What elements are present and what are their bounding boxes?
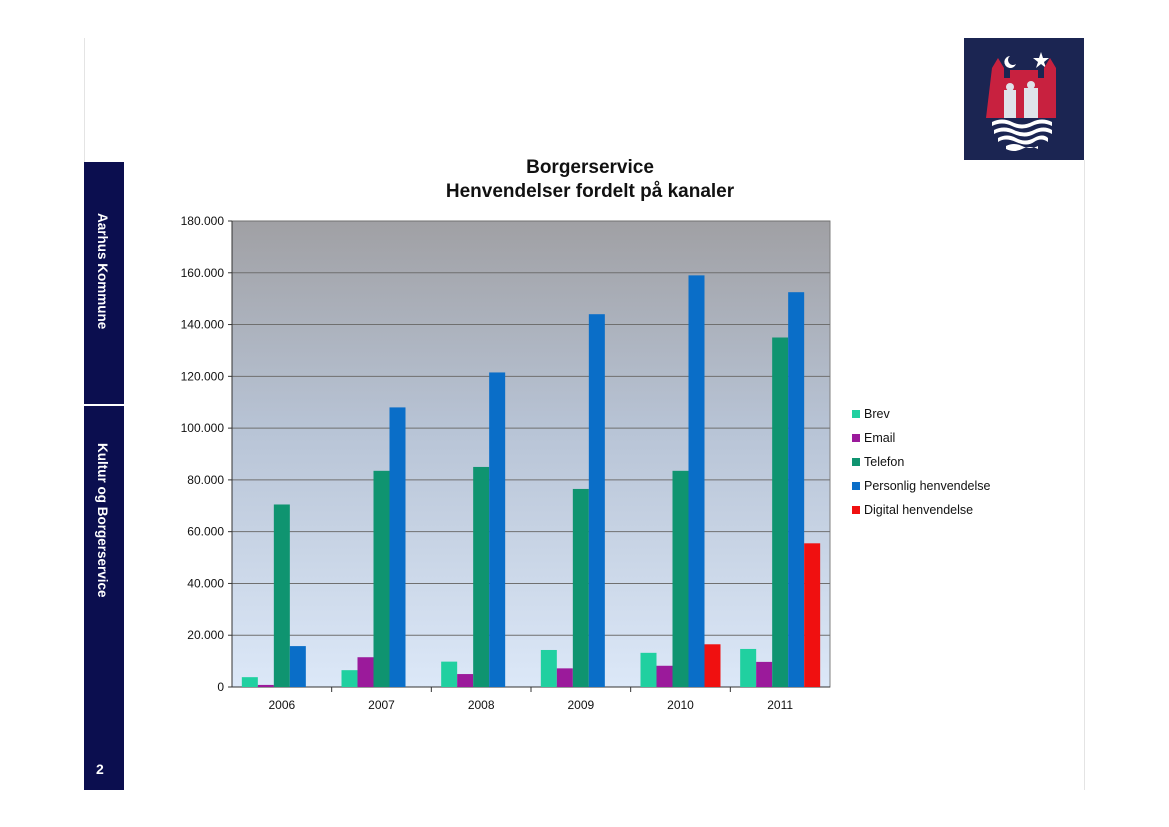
bar [588, 314, 605, 687]
bar [804, 543, 821, 687]
bar [556, 668, 573, 687]
bar [357, 657, 374, 687]
sidebar-org-label: Aarhus Kommune [95, 213, 110, 330]
bar [389, 407, 406, 687]
bar [740, 648, 757, 687]
legend-label: Personlig henvendelse [864, 479, 991, 493]
chart-title: Borgerservice [526, 157, 654, 178]
page-guide-line-right [1084, 160, 1085, 790]
bar [756, 661, 773, 687]
y-tick-label: 0 [217, 680, 224, 694]
bar [441, 661, 458, 687]
y-tick-label: 20.000 [187, 628, 224, 642]
legend-label: Telefon [864, 455, 904, 469]
bar [257, 684, 274, 687]
coat-of-arms-icon [964, 38, 1084, 160]
legend-swatch [852, 482, 860, 490]
legend-swatch [852, 410, 860, 418]
bar [341, 670, 358, 687]
sidebar-org-panel [84, 162, 124, 404]
legend-swatch [852, 458, 860, 466]
bar [772, 337, 789, 687]
bar [457, 674, 474, 687]
legend-label: Digital henvendelse [864, 503, 973, 517]
page-guide-line-left [84, 38, 85, 163]
sidebar-dept-panel [84, 406, 124, 790]
y-tick-label: 140.000 [181, 318, 225, 332]
y-tick-label: 180.000 [181, 214, 225, 228]
y-tick-label: 160.000 [181, 266, 225, 280]
plot-area [231, 220, 831, 688]
legend-label: Brev [864, 407, 890, 421]
bar [373, 470, 390, 687]
y-tick-label: 100.000 [181, 421, 225, 435]
page-number: 2 [96, 761, 104, 777]
bar [572, 488, 589, 687]
bar [672, 470, 689, 687]
bar [540, 649, 557, 687]
bar [273, 504, 290, 687]
bar [289, 646, 306, 687]
y-tick-label: 80.000 [187, 473, 224, 487]
bar [688, 275, 705, 687]
bar [788, 292, 805, 687]
x-tick-label: 2008 [468, 698, 495, 712]
x-tick-label: 2006 [268, 698, 295, 712]
y-tick-label: 40.000 [187, 576, 224, 590]
bar [473, 466, 490, 687]
chart-subtitle: Henvendelser fordelt på kanaler [445, 181, 735, 202]
sidebar-dept-label: Kultur og Borgerservice [95, 443, 110, 598]
bar [489, 372, 506, 687]
x-tick-label: 2011 [767, 698, 793, 712]
x-tick-label: 2007 [368, 698, 395, 712]
x-tick-label: 2009 [567, 698, 594, 712]
y-tick-label: 60.000 [187, 525, 224, 539]
aarhus-coat-of-arms-logo [964, 38, 1084, 160]
bar [640, 652, 657, 687]
bar [241, 677, 258, 687]
bar [656, 665, 673, 687]
chart-title-block: Borgerservice Henvendelser fordelt på ka… [370, 156, 810, 204]
legend-swatch [852, 506, 860, 514]
legend-swatch [852, 434, 860, 442]
x-tick-label: 2010 [667, 698, 694, 712]
legend-label: Email [864, 431, 895, 445]
y-tick-label: 120.000 [181, 369, 225, 383]
bar [704, 644, 721, 687]
sidebar-divider [84, 404, 124, 406]
